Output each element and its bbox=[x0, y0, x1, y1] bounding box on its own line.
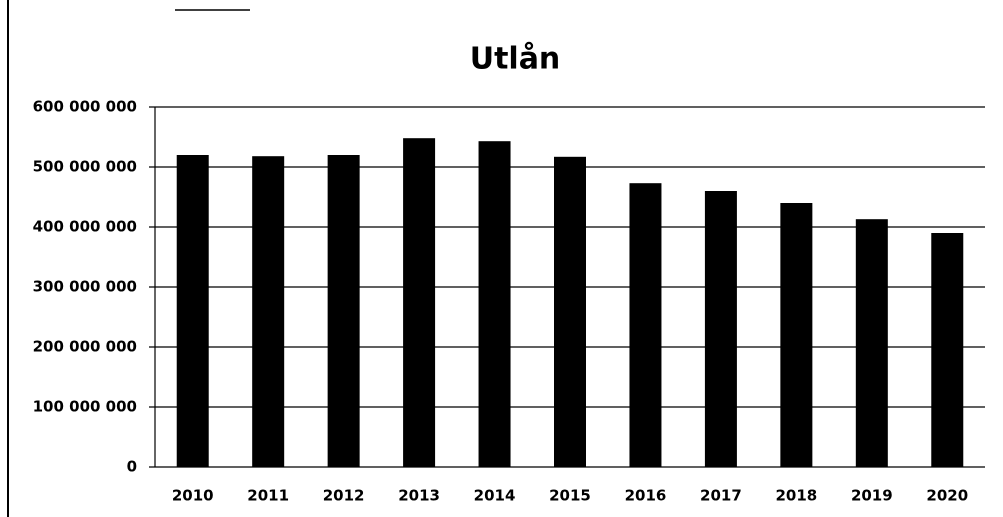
x-tick-label: 2018 bbox=[775, 487, 817, 505]
x-tick-label: 2010 bbox=[172, 487, 214, 505]
bar bbox=[855, 219, 888, 467]
x-tick-label: 2017 bbox=[700, 487, 742, 505]
x-tick-label: 2012 bbox=[323, 487, 365, 505]
y-tick-label: 600 000 000 bbox=[33, 98, 137, 116]
bar bbox=[931, 233, 964, 467]
x-tick-label: 2013 bbox=[398, 487, 440, 505]
bar bbox=[252, 156, 285, 467]
bar bbox=[629, 183, 662, 467]
x-tick-label: 2015 bbox=[549, 487, 591, 505]
x-tick-label: 2019 bbox=[851, 487, 893, 505]
x-tick-label: 2016 bbox=[625, 487, 667, 505]
chart-title: Utlån bbox=[470, 41, 561, 77]
y-tick-label: 0 bbox=[127, 458, 137, 476]
y-tick-label: 100 000 000 bbox=[33, 398, 137, 416]
bar bbox=[478, 141, 511, 467]
y-tick-label: 500 000 000 bbox=[33, 158, 137, 176]
x-tick-label: 2020 bbox=[926, 487, 968, 505]
bar bbox=[780, 203, 813, 467]
x-tick-label: 2014 bbox=[474, 487, 516, 505]
x-tick-label: 2011 bbox=[247, 487, 289, 505]
bar bbox=[176, 155, 209, 467]
y-tick-label: 300 000 000 bbox=[33, 278, 137, 296]
y-tick-label: 400 000 000 bbox=[33, 218, 137, 236]
bar bbox=[327, 155, 360, 467]
y-tick-label: 200 000 000 bbox=[33, 338, 137, 356]
bar bbox=[554, 156, 586, 468]
bar bbox=[403, 138, 436, 467]
bar bbox=[704, 191, 737, 467]
